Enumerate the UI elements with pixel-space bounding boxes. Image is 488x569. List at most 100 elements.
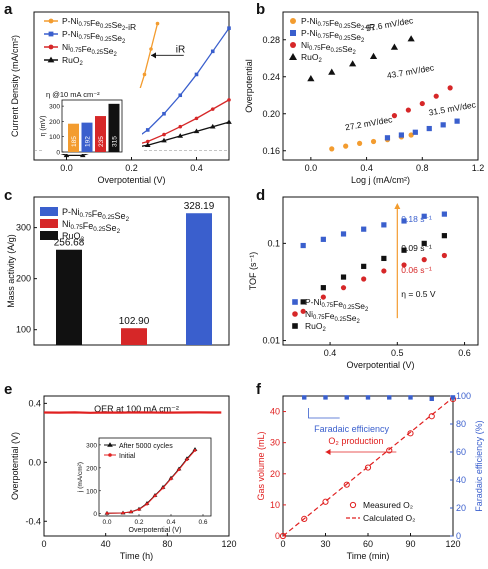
series-point [177, 133, 184, 138]
legend-label-part: 0.75 [70, 48, 82, 54]
legend-label-part: Fe [82, 44, 92, 54]
series-point [369, 52, 378, 59]
series-point [381, 268, 387, 274]
series-point [210, 49, 215, 54]
panel-letter: b [256, 1, 265, 18]
series-point [408, 132, 414, 138]
legend-label-part: P-Ni [305, 297, 322, 307]
y-axis-title: Mass activity (A/g) [6, 234, 16, 308]
series-point [178, 124, 183, 129]
inset-series-point [185, 458, 189, 461]
legend-label-part: 0.25 [335, 317, 347, 323]
series-point [145, 128, 150, 132]
series-point [357, 140, 363, 146]
legend-label-part: RuO [301, 52, 319, 62]
legend-label-part: Fe [329, 18, 339, 28]
inset-bar-label: 315 [112, 136, 119, 147]
o2-arrowhead [325, 449, 331, 455]
legend-marker [292, 323, 298, 329]
legend-label: P-Ni0.75Fe0.25Se2-iR [301, 16, 375, 32]
y-tick-label: 0.28 [262, 35, 280, 45]
legend-label-part: 0.75 [309, 46, 321, 52]
panel-b: b 0.0 0.4 0.8 1.2 0.16 0.20 0.24 0.28 Log j (mA/c… [244, 1, 484, 185]
inset-x-title: Overpotential (V) [129, 527, 182, 534]
bar [121, 328, 147, 345]
series-point [300, 308, 306, 314]
y-right-tick-label: 80 [456, 419, 466, 429]
legend-label-part: 0.25 [339, 36, 351, 42]
legend-label-part: 2 [361, 26, 364, 32]
series-point [340, 231, 347, 237]
inset-x-tick-label: 0.0 [102, 519, 111, 526]
fe-point [344, 395, 349, 400]
inset-x-tick-label: 0.2 [134, 519, 143, 526]
inset-series-point [193, 448, 197, 452]
legend-label-part: 0.25 [339, 24, 351, 30]
inset-y-tick-label: 100 [49, 134, 60, 141]
series-point [361, 226, 367, 232]
fe-point [387, 395, 392, 400]
legend-label: Ni0.75Fe0.25Se2 [62, 219, 121, 235]
x-axis-title: Overpotential (V) [346, 360, 414, 370]
slope-label: 27.2 mV/dec [344, 114, 393, 132]
legend-label-part: Se [112, 20, 123, 30]
x-tick-label: 80 [162, 539, 172, 549]
x-axis-title: Overpotential (V) [97, 175, 165, 185]
x-axis-title: Log j (mA/cm²) [351, 175, 410, 185]
legend-label-part: Fe [90, 18, 100, 28]
legend-label-part: 0.75 [318, 34, 330, 40]
legend-label: P-Ni0.75Fe0.25Se2 [301, 28, 364, 44]
legend-label-part: Fe [321, 42, 331, 52]
legend-label-part: 2 [79, 61, 82, 67]
series-point [441, 233, 447, 239]
legend-label-part: Se [346, 313, 357, 323]
inset-y-tick-label: 100 [86, 488, 97, 495]
inset-bar [95, 116, 106, 152]
legend-label-part: P-Ni [62, 207, 80, 217]
legend-marker [292, 299, 298, 305]
legend-label-part: 2 [361, 38, 364, 44]
inset-series-point [169, 477, 173, 481]
y-tick-label: 10 [270, 500, 280, 510]
inset-y-title: j (mA/cm²) [77, 462, 84, 493]
legend-label-part: Ni [62, 42, 70, 52]
series-point [370, 138, 377, 145]
legend-label-part: 2 [81, 236, 85, 243]
legend-label-part: RuO [62, 231, 81, 241]
series-point [343, 143, 349, 149]
legend-label: Ni0.75Fe0.25Se2 [62, 42, 117, 58]
inset-legend-label: After 5000 cycles [119, 443, 173, 450]
series-point [454, 118, 460, 124]
legend-label-part: 2 [356, 319, 359, 325]
series-point [226, 119, 232, 124]
legend-label: Measured O₂ [363, 500, 413, 510]
series-point [384, 135, 391, 141]
series-point [401, 218, 407, 224]
tof-label: 0.06 s⁻¹ [401, 265, 432, 275]
series-point [329, 146, 335, 152]
legend-marker [289, 53, 297, 60]
legend-label-part: 0.75 [71, 224, 84, 231]
legend-label-part: Fe [90, 31, 100, 41]
legend-label-part: Se [351, 20, 362, 30]
legend-label-part: Se [355, 301, 366, 311]
series-point [300, 299, 306, 305]
legend-label-part: 0.25 [92, 50, 104, 56]
legend-label: Ni0.75Fe0.25Se2 [301, 40, 356, 56]
inset-bar [68, 123, 79, 152]
legend-label-part: Fe [92, 209, 103, 219]
series-point [144, 142, 151, 147]
ir-label: iR [176, 44, 185, 55]
legend-label-part: P-Ni [301, 16, 318, 26]
legend-label-part: 2 [322, 327, 325, 333]
y-tick-label: 0.0 [28, 457, 41, 467]
legend-label-part: 0.25 [102, 214, 115, 221]
series-point [193, 128, 200, 134]
series-point [349, 60, 357, 67]
legend-label-part: P-Ni [62, 29, 79, 39]
series-point [162, 111, 166, 116]
series-point [361, 263, 367, 269]
o2-label: O₂ production [328, 436, 383, 446]
legend-label-part: Ni [301, 40, 309, 50]
